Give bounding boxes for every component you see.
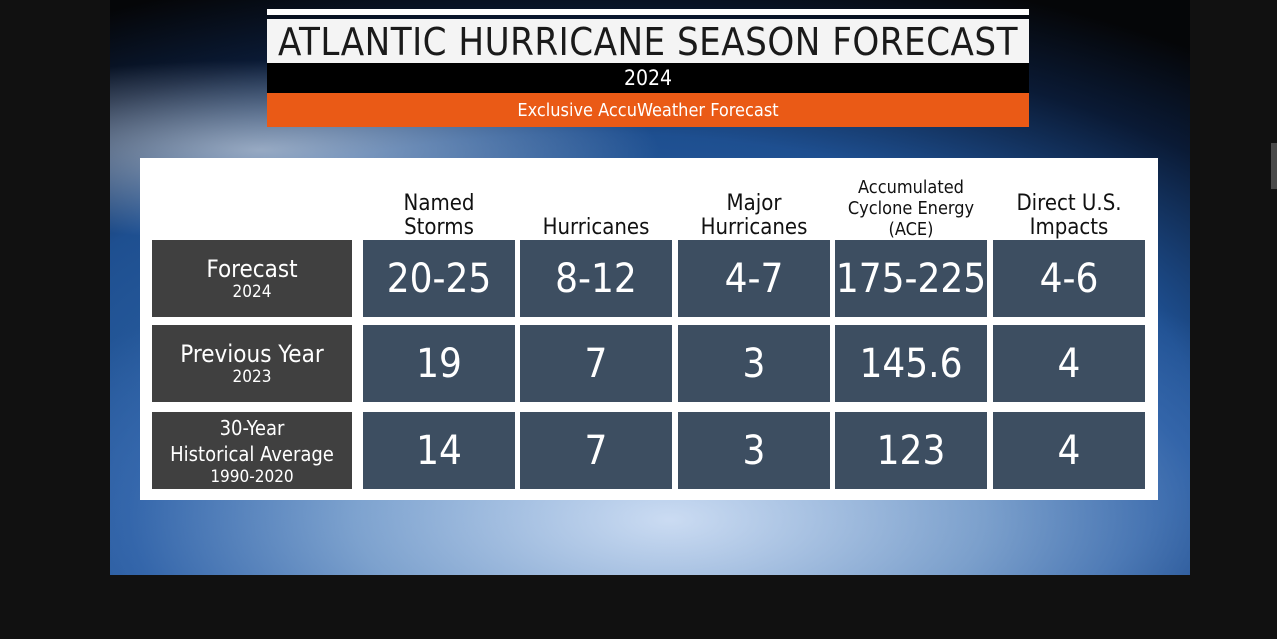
row-label-text: 30-Year	[219, 415, 285, 440]
row-label: Forecast 2024	[152, 240, 352, 317]
scrollbar-thumb[interactable]	[1271, 143, 1277, 189]
table-cell: 7	[520, 325, 672, 402]
row-label-text: Previous Year	[180, 339, 324, 368]
column-header-line: Direct U.S.	[1016, 191, 1122, 216]
column-header-line: Impacts	[1029, 215, 1109, 240]
table-cell: 4-6	[993, 240, 1145, 317]
table-cell: 3	[678, 412, 830, 489]
page-title: ATLANTIC HURRICANE SEASON FORECAST	[267, 19, 1029, 64]
table-cell: 3	[678, 325, 830, 402]
row-label-text: Forecast	[206, 254, 298, 283]
forecast-table: Named Storms Hurricanes Major Hurricanes Accu…	[140, 158, 1158, 500]
column-header-line: Storms	[404, 215, 474, 240]
subtitle-banner: Exclusive AccuWeather Forecast	[267, 93, 1029, 127]
table-cell: 8-12	[520, 240, 672, 317]
column-header: Named Storms	[363, 168, 515, 240]
row-label: Previous Year 2023	[152, 325, 352, 402]
title-banner: ATLANTIC HURRICANE SEASON FORECAST 2024 …	[267, 9, 1029, 127]
table-cell: 4-7	[678, 240, 830, 317]
table-cell: 4	[993, 412, 1145, 489]
column-header: Accumulated Cyclone Energy (ACE)	[835, 168, 987, 240]
row-label: 30-Year Historical Average 1990-2020	[152, 412, 352, 489]
row-label-year: 2023	[232, 366, 272, 387]
column-header-line: Named	[403, 191, 475, 216]
row-label-year: 1990-2020	[210, 466, 294, 487]
row-label-text: Historical Average	[170, 441, 334, 466]
table-cell: 20-25	[363, 240, 515, 317]
column-header-line: Major	[726, 191, 782, 216]
table-cell: 123	[835, 412, 987, 489]
video-frame[interactable]: ATLANTIC HURRICANE SEASON FORECAST 2024 …	[110, 0, 1190, 575]
column-header-line: Accumulated	[858, 177, 964, 198]
table-cell: 7	[520, 412, 672, 489]
column-header: Major Hurricanes	[678, 168, 830, 240]
table-cell: 14	[363, 412, 515, 489]
column-header-line: Hurricanes	[542, 215, 650, 240]
column-header-line: Cyclone Energy	[847, 198, 975, 219]
table-cell: 4	[993, 325, 1145, 402]
table-cell: 175-225	[835, 240, 987, 317]
column-header: Direct U.S. Impacts	[993, 168, 1145, 240]
column-header: Hurricanes	[520, 168, 672, 240]
banner-rule	[267, 9, 1029, 15]
column-header-line: (ACE)	[888, 219, 934, 240]
forecast-year: 2024	[267, 63, 1029, 93]
table-cell: 19	[363, 325, 515, 402]
column-header-line: Hurricanes	[700, 215, 808, 240]
row-label-year: 2024	[232, 281, 272, 302]
table-cell: 145.6	[835, 325, 987, 402]
